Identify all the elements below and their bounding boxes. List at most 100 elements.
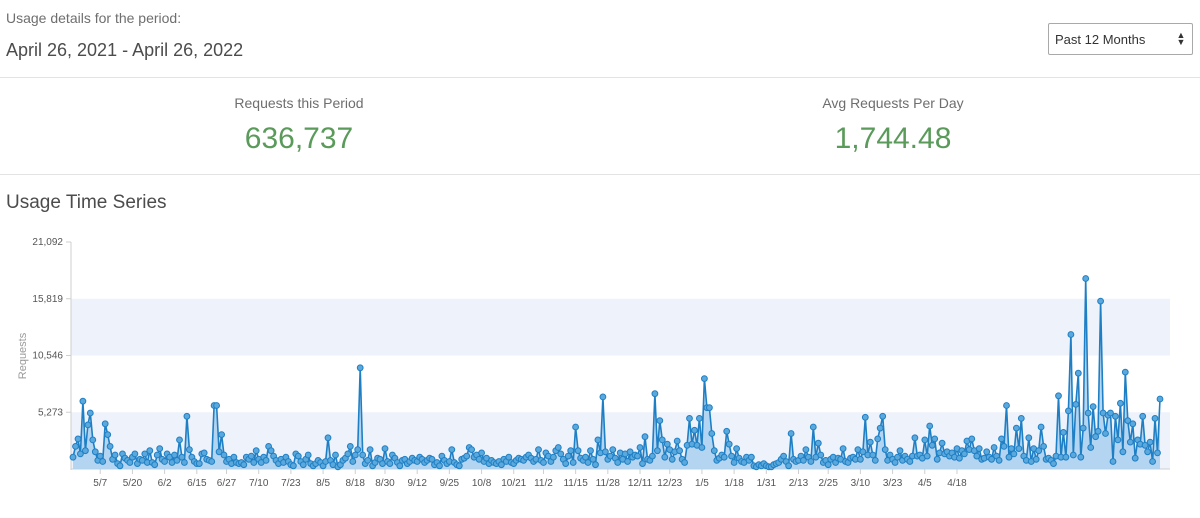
data-point[interactable]: [77, 450, 84, 458]
data-point[interactable]: [998, 435, 1005, 443]
data-point[interactable]: [218, 431, 226, 439]
data-point[interactable]: [874, 435, 882, 443]
data-point[interactable]: [881, 446, 889, 454]
data-point[interactable]: [857, 455, 864, 463]
data-point[interactable]: [1065, 407, 1072, 415]
data-point[interactable]: [567, 447, 575, 455]
data-point[interactable]: [69, 453, 77, 461]
data-point[interactable]: [938, 439, 946, 447]
data-point[interactable]: [290, 462, 297, 470]
data-point[interactable]: [200, 449, 208, 457]
data-point[interactable]: [990, 444, 998, 451]
data-point[interactable]: [215, 448, 223, 456]
data-point[interactable]: [151, 461, 159, 469]
data-point[interactable]: [344, 450, 352, 458]
data-point[interactable]: [396, 462, 404, 470]
data-point[interactable]: [710, 447, 718, 455]
data-point[interactable]: [574, 447, 582, 455]
data-point[interactable]: [96, 452, 104, 460]
data-point[interactable]: [723, 427, 731, 435]
data-point[interactable]: [332, 451, 339, 459]
data-point[interactable]: [79, 397, 87, 405]
data-point[interactable]: [926, 422, 934, 430]
data-point[interactable]: [250, 459, 258, 466]
data-point[interactable]: [1062, 453, 1070, 461]
data-point[interactable]: [602, 448, 609, 456]
data-point[interactable]: [84, 421, 92, 429]
data-point[interactable]: [1107, 409, 1114, 417]
data-point[interactable]: [1102, 430, 1109, 437]
data-point[interactable]: [983, 448, 991, 456]
data-point[interactable]: [1124, 417, 1132, 425]
data-point[interactable]: [186, 446, 193, 454]
data-point[interactable]: [906, 458, 914, 465]
data-point[interactable]: [91, 448, 99, 456]
data-point[interactable]: [809, 423, 817, 431]
data-point[interactable]: [730, 459, 738, 466]
data-point[interactable]: [923, 452, 931, 460]
data-point[interactable]: [1156, 395, 1164, 403]
data-point[interactable]: [386, 460, 394, 468]
data-point[interactable]: [1037, 423, 1045, 431]
data-point[interactable]: [1072, 401, 1080, 408]
data-point[interactable]: [639, 460, 646, 468]
data-point[interactable]: [455, 462, 463, 470]
data-point[interactable]: [609, 446, 617, 454]
data-point[interactable]: [1146, 438, 1154, 446]
data-point[interactable]: [99, 458, 107, 465]
data-point[interactable]: [911, 434, 919, 442]
data-point[interactable]: [988, 455, 995, 463]
data-point[interactable]: [1008, 445, 1015, 453]
data-point[interactable]: [928, 441, 936, 449]
data-point[interactable]: [708, 430, 716, 437]
data-point[interactable]: [505, 453, 513, 461]
data-point[interactable]: [126, 459, 134, 466]
data-point[interactable]: [359, 451, 367, 459]
data-point[interactable]: [582, 453, 589, 461]
data-point[interactable]: [706, 404, 713, 412]
data-point[interactable]: [614, 459, 622, 466]
data-point[interactable]: [691, 426, 698, 434]
data-point[interactable]: [267, 447, 275, 455]
data-point[interactable]: [1114, 436, 1122, 444]
data-point[interactable]: [1144, 448, 1151, 456]
data-point[interactable]: [153, 451, 161, 459]
data-point[interactable]: [894, 453, 901, 461]
data-point[interactable]: [656, 417, 664, 425]
data-point[interactable]: [636, 444, 644, 451]
data-point[interactable]: [701, 375, 708, 383]
data-point[interactable]: [839, 445, 847, 453]
data-point[interactable]: [562, 460, 570, 468]
data-point[interactable]: [1109, 458, 1117, 465]
data-point[interactable]: [111, 451, 119, 459]
data-point[interactable]: [651, 390, 659, 398]
data-point[interactable]: [1035, 447, 1043, 455]
data-point[interactable]: [589, 455, 597, 463]
data-point[interactable]: [787, 430, 795, 437]
data-point[interactable]: [161, 458, 169, 465]
data-point[interactable]: [247, 452, 255, 460]
data-point[interactable]: [535, 446, 542, 454]
data-point[interactable]: [879, 412, 887, 420]
data-point[interactable]: [381, 445, 389, 453]
data-point[interactable]: [1079, 424, 1087, 432]
data-point[interactable]: [213, 402, 221, 409]
data-point[interactable]: [557, 450, 565, 458]
data-point[interactable]: [641, 433, 649, 441]
data-point[interactable]: [89, 436, 97, 444]
data-point[interactable]: [1060, 429, 1067, 436]
data-point[interactable]: [676, 447, 683, 455]
data-point[interactable]: [668, 455, 676, 463]
data-point[interactable]: [1013, 424, 1020, 432]
data-point[interactable]: [1074, 369, 1082, 377]
data-point[interactable]: [696, 415, 703, 422]
data-point[interactable]: [195, 460, 203, 468]
data-point[interactable]: [146, 447, 154, 455]
data-point[interactable]: [74, 435, 82, 443]
data-point[interactable]: [1015, 445, 1023, 453]
data-point[interactable]: [871, 457, 879, 464]
data-point[interactable]: [183, 412, 191, 420]
period-select[interactable]: Past 12 Months ▲ ▼: [1048, 23, 1193, 55]
data-point[interactable]: [72, 443, 79, 450]
data-point[interactable]: [1050, 460, 1057, 468]
